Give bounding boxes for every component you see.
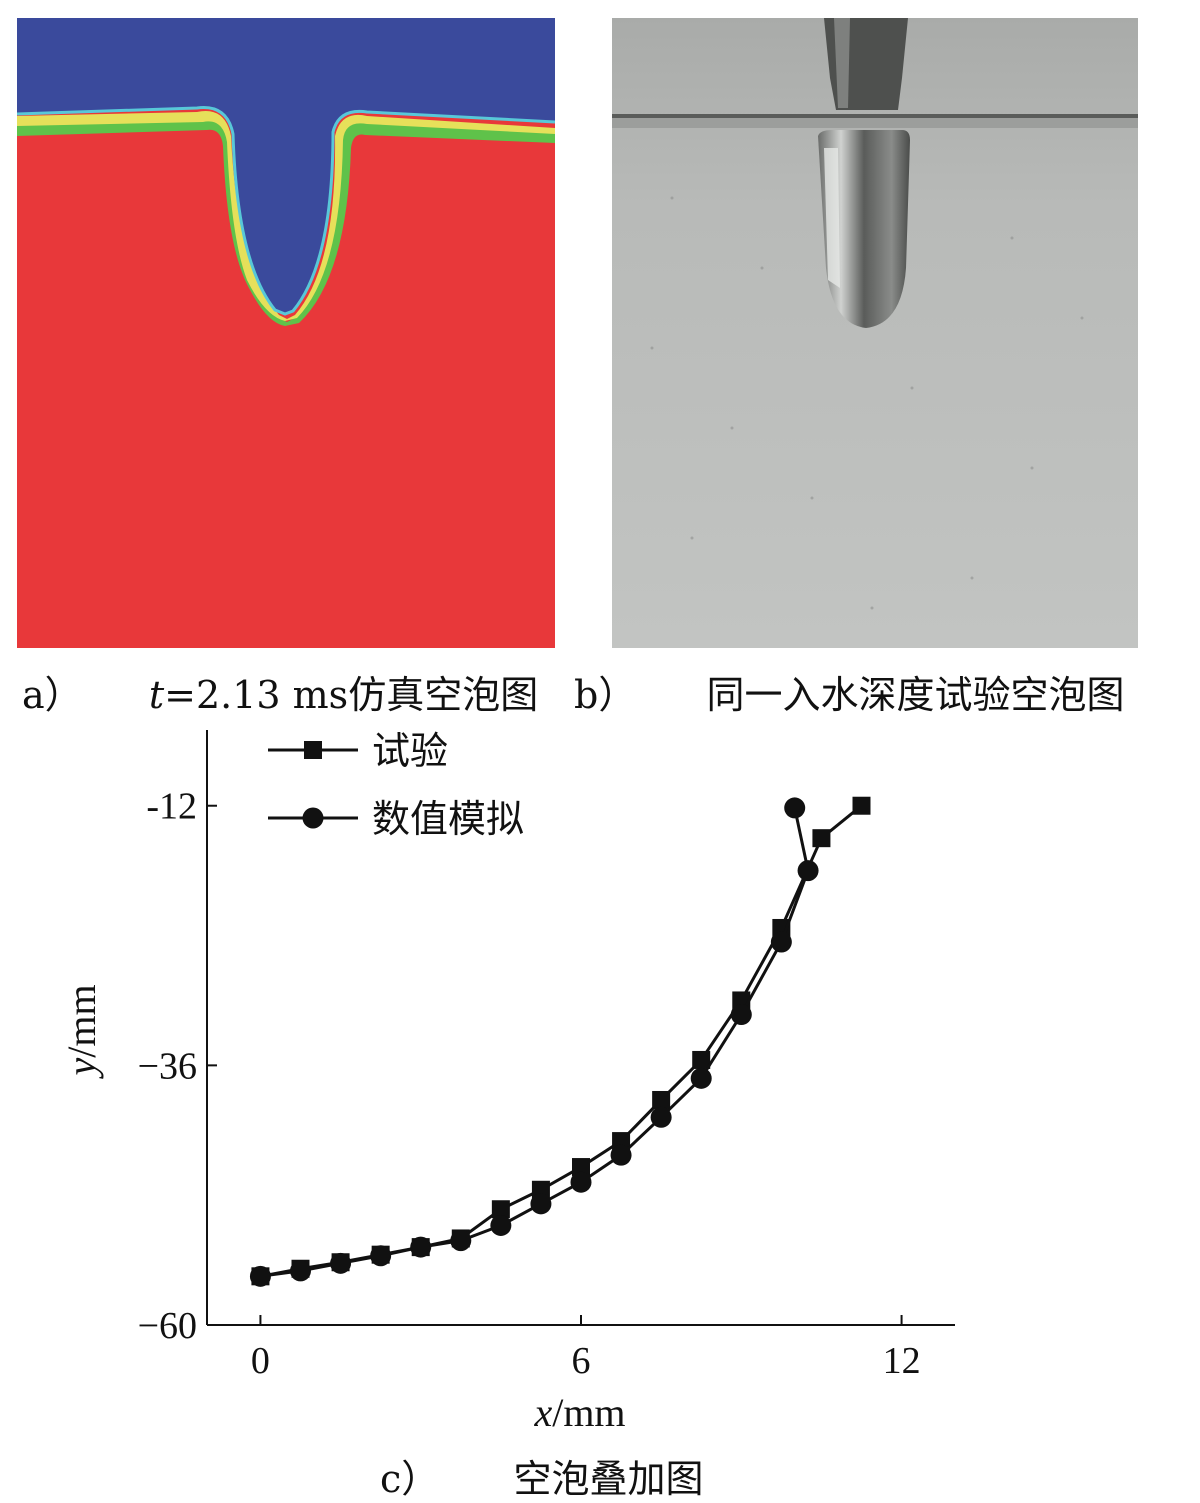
- data-point-circle: [450, 1230, 472, 1252]
- data-point-square: [692, 1050, 711, 1069]
- legend-label: 试验: [372, 729, 448, 773]
- data-point-square: [572, 1158, 590, 1177]
- caption-c: c） 空泡叠加图: [380, 1448, 704, 1503]
- simulation-cavity-graphic: [17, 18, 555, 648]
- y-tick-label: -12: [146, 786, 197, 828]
- data-point-circle: [690, 1067, 712, 1089]
- data-point-circle: [770, 931, 792, 953]
- y-axis-var: y: [59, 1058, 104, 1080]
- x-axis-label: x/mm: [533, 1390, 625, 1435]
- experiment-photo-graphic: [612, 18, 1138, 648]
- caption-b-title: 同一入水深度试验空泡图: [706, 673, 1125, 717]
- data-point-circle: [570, 1171, 592, 1193]
- x-tick-label: 6: [572, 1340, 591, 1382]
- legend-marker-square: [304, 741, 322, 759]
- simulation-cavity-image: [17, 18, 555, 648]
- y-axis-unit: /mm: [59, 984, 104, 1057]
- data-point-circle: [290, 1260, 311, 1282]
- data-point-circle: [797, 860, 819, 882]
- x-axis-unit: /mm: [552, 1390, 625, 1435]
- data-point-circle: [370, 1245, 392, 1267]
- data-point-circle: [490, 1214, 512, 1236]
- data-point-square: [852, 796, 871, 815]
- data-point-circle: [410, 1236, 432, 1258]
- legend-label: 数值模拟: [372, 797, 524, 841]
- x-tick-label: 0: [251, 1340, 270, 1382]
- chart-series: [249, 796, 871, 1287]
- caption-c-title: 空泡叠加图: [513, 1457, 704, 1501]
- chart-axes: 0 6 12 -12 −36 −60: [138, 730, 955, 1382]
- data-point-circle: [610, 1144, 632, 1166]
- caption-c-letter: c）: [380, 1457, 440, 1501]
- data-point-square: [491, 1200, 510, 1219]
- data-point-circle: [784, 797, 806, 819]
- data-point-circle: [530, 1193, 552, 1215]
- caption-b: b） 同一入水深度试验空泡图: [574, 664, 1125, 719]
- legend-marker-circle: [302, 807, 324, 829]
- data-point-circle: [730, 1004, 752, 1026]
- data-point-square: [652, 1090, 671, 1109]
- data-point-square: [812, 829, 831, 848]
- experiment-photo: [612, 18, 1138, 648]
- caption-b-letter: b）: [574, 673, 637, 717]
- y-axis-label: y/mm: [59, 984, 104, 1079]
- caption-a-time-symbol: t: [148, 673, 165, 717]
- data-point-circle: [330, 1252, 352, 1274]
- y-tick-label: −36: [138, 1045, 197, 1087]
- data-point-circle: [650, 1106, 672, 1128]
- data-point-square: [612, 1132, 631, 1151]
- series-line-1: [260, 804, 863, 1278]
- x-axis-var: x: [533, 1390, 552, 1435]
- caption-a: a） t=2.13 ms仿真空泡图: [22, 664, 538, 719]
- data-point-circle: [249, 1265, 271, 1287]
- x-tick-label: 12: [883, 1340, 921, 1382]
- caption-a-title: =2.13 ms仿真空泡图: [164, 673, 539, 717]
- caption-a-letter: a）: [22, 673, 83, 717]
- data-point-square: [531, 1180, 550, 1199]
- y-tick-label: −60: [138, 1305, 197, 1347]
- series-line-2: [260, 807, 810, 1278]
